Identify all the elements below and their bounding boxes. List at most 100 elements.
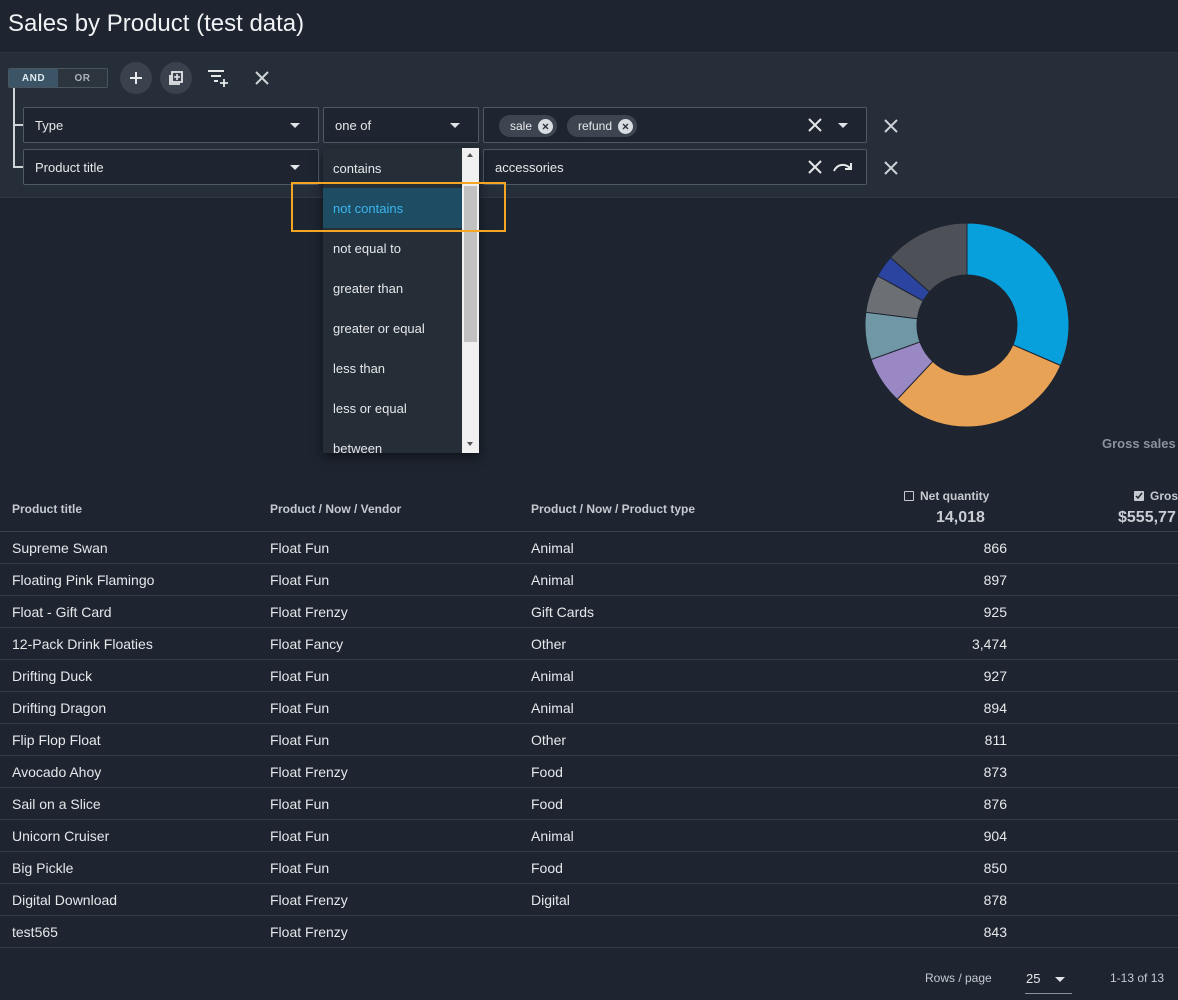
cell-type: Animal [531,828,574,844]
column-header-product-type[interactable]: Product / Now / Product type [531,502,696,516]
chip-remove-icon[interactable] [618,118,634,134]
gross-checkbox[interactable] [1134,491,1144,501]
or-button[interactable]: OR [58,69,107,87]
gross-label: Gros [1150,489,1178,503]
cell-qty: 897 [983,572,1007,588]
table-row[interactable]: Flip Flop Float Float Fun Other 811 [0,724,1178,756]
cell-type: Animal [531,668,574,684]
cell-type: Food [531,796,563,812]
plus-icon [130,72,142,84]
cell-type: Gift Cards [531,604,595,620]
table-row[interactable]: Supreme Swan Float Fun Animal 866 [0,532,1178,564]
page-range: 1-13 of 13 [1110,971,1165,985]
cell-title: Digital Download [12,892,118,908]
cell-qty: 927 [983,668,1007,684]
operator-option[interactable]: not equal to [333,240,401,256]
table-row[interactable]: test565 Float Frenzy 843 [0,916,1178,948]
field-select[interactable]: Product title [23,149,319,185]
donut-slice[interactable] [889,222,968,293]
operator-option[interactable]: less or equal [333,400,407,416]
value-text-input[interactable]: accessories [483,149,867,185]
cell-qty: 843 [983,924,1007,940]
field-select[interactable]: Type [23,107,319,143]
operator-select[interactable]: one of [323,107,479,143]
table-row[interactable]: Drifting Dragon Float Fun Animal 894 [0,692,1178,724]
cell-qty: 904 [983,828,1007,844]
table-row[interactable]: Unicorn Cruiser Float Fun Animal 904 [0,820,1178,852]
column-header-net-quantity[interactable]: Net quantity [904,489,989,503]
cell-vendor: Float Fun [270,700,330,716]
cell-title: Unicorn Cruiser [12,828,110,844]
cell-vendor: Float Frenzy [270,764,348,780]
net-quantity-checkbox[interactable] [904,491,914,501]
net-quantity-total: 14,018 [936,509,985,526]
chip-label: sale [510,119,533,133]
column-header-vendor[interactable]: Product / Now / Vendor [270,502,402,516]
value-text: accessories [495,160,564,175]
scroll-up-icon[interactable] [467,153,473,157]
rows-per-page-value: 25 [1026,971,1041,986]
dropdown-scrollbar-thumb[interactable] [464,186,477,342]
operator-option[interactable]: less than [333,360,386,376]
chip-sale: sale [499,115,558,137]
chip-remove-icon[interactable] [538,118,554,134]
donut-slice[interactable] [896,344,1062,428]
cell-qty: 894 [983,700,1007,716]
add-group-button[interactable] [160,62,192,94]
table-row[interactable]: 12-Pack Drink Floaties Float Fancy Other 3,… [0,628,1178,660]
cell-vendor: Float Fun [270,828,330,844]
table-row[interactable]: Float - Gift Card Float Frenzy Gift Cards 9… [0,596,1178,628]
title-bar: Sales by Product (test data) [0,0,1178,53]
clear-filters-button[interactable] [250,66,274,90]
cell-title: Avocado Ahoy [12,764,102,780]
redo-icon [833,163,852,172]
table-row[interactable]: Avocado Ahoy Float Frenzy Food 873 [0,756,1178,788]
operator-option[interactable]: contains [333,160,382,176]
chevron-down-icon[interactable] [838,123,848,128]
table-row[interactable]: Sail on a Slice Float Fun Food 876 [0,788,1178,820]
chevron-down-icon [290,165,300,170]
remove-condition-button[interactable] [881,158,901,178]
cell-type: Animal [531,700,574,716]
tree-connector [13,124,23,126]
cell-type: Animal [531,572,574,588]
rows-per-page-select[interactable]: 25 [1025,964,1072,994]
value-chip-input[interactable]: sale refund [483,107,867,143]
cell-vendor: Float Fancy [270,636,344,652]
cell-qty: 811 [984,732,1007,748]
column-header-gross[interactable]: Gros [1134,489,1178,503]
operator-option[interactable]: greater than [333,280,404,296]
table-row[interactable]: Digital Download Float Frenzy Digital 878 [0,884,1178,916]
cell-vendor: Float Fun [270,572,330,588]
add-condition-button[interactable] [120,62,152,94]
gross-sales-donut-chart [864,222,1070,428]
cell-qty: 873 [983,764,1007,780]
filter-add-button[interactable] [206,66,230,90]
table-row[interactable]: Big Pickle Float Fun Food 850 [0,852,1178,884]
cell-vendor: Float Fun [270,860,330,876]
cell-qty: 3,474 [971,636,1007,652]
table-row[interactable]: Floating Pink Flamingo Float Fun Animal 897 [0,564,1178,596]
cell-type: Digital [531,892,570,908]
cell-vendor: Float Fun [270,540,330,556]
and-button[interactable]: AND [9,69,58,87]
cell-title: test565 [12,924,58,940]
operator-option[interactable]: between [333,440,383,454]
column-header-product-title[interactable]: Product title [12,502,83,516]
operator-option-selected[interactable]: not contains [323,188,463,228]
chart-caption: Gross sales [1102,436,1176,451]
remove-condition-button[interactable] [881,116,901,136]
clear-value-button[interactable] [805,115,825,135]
add-group-icon [169,71,183,85]
donut-slice[interactable] [966,222,1070,367]
cell-qty: 876 [983,796,1007,812]
clear-value-button[interactable] [805,157,825,177]
cell-vendor: Float Fun [270,732,330,748]
cell-vendor: Float Fun [270,668,330,684]
operator-option[interactable]: greater or equal [333,320,425,336]
close-icon [808,160,822,174]
scroll-down-icon[interactable] [467,442,473,446]
redo-button[interactable] [831,157,855,177]
table-row[interactable]: Drifting Duck Float Fun Animal 927 [0,660,1178,692]
cell-type: Other [531,636,567,652]
